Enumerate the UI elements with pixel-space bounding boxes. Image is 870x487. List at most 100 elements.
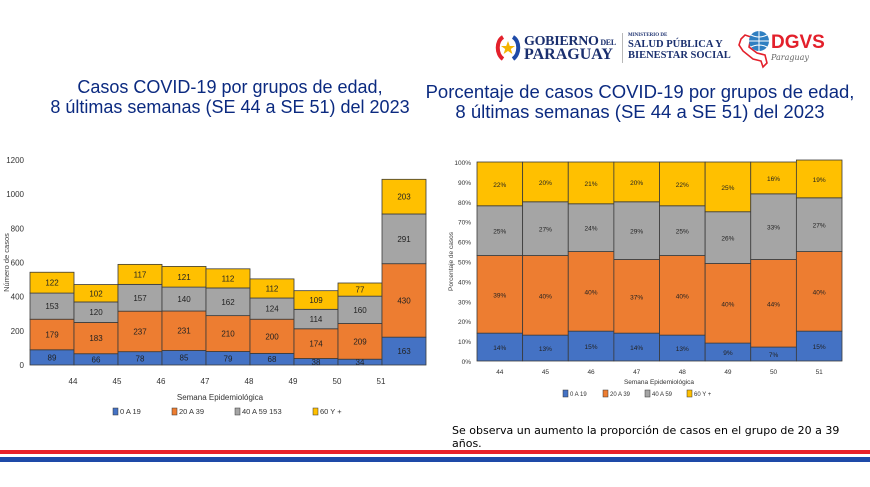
legend-swatch (112, 407, 119, 416)
data-label: 14% (630, 345, 643, 352)
bar-segment (476, 161, 524, 207)
logo-divider (622, 33, 623, 63)
data-label: 25% (676, 229, 689, 236)
bar-segment (659, 255, 706, 336)
data-label: 22% (676, 182, 689, 189)
data-label: 25% (493, 229, 506, 236)
ministerio-line2: BIENESTAR SOCIAL (628, 50, 731, 61)
y-tick-label: 1200 (6, 156, 24, 165)
data-label: 157 (133, 294, 147, 303)
data-label: 89 (48, 353, 57, 362)
bar-segment (659, 161, 706, 207)
data-label: 153 (45, 302, 59, 311)
x-tick-label: 46 (157, 377, 166, 386)
del-word: DEL (600, 38, 616, 47)
bar-segment (795, 197, 843, 252)
paraguay-emblem-icon (495, 35, 521, 61)
y-axis-label: Número de casos (2, 233, 11, 292)
data-label: 162 (221, 298, 235, 307)
data-label: 117 (134, 270, 147, 279)
data-label: 25% (721, 185, 734, 192)
bar-segment (29, 271, 75, 294)
bar-segment (29, 318, 75, 351)
x-tick-label: 48 (245, 377, 254, 386)
data-label: 40% (813, 289, 826, 296)
y-tick-label: 200 (11, 327, 25, 336)
dgvs-subtitle: Paraguay (771, 53, 809, 62)
left-title-line1: Casos COVID-19 por grupos de edad, (77, 77, 383, 97)
data-label: 140 (177, 295, 191, 304)
legend-label: 60 Y + (694, 392, 712, 398)
x-tick-label: 49 (289, 377, 298, 386)
percent-stacked-bar-chart: 0% 10% 20% 30% 40% 50% 60% 70% 80% 90% 100% Porcent… (448, 159, 843, 398)
bar-segment (613, 201, 660, 260)
data-label: 20% (630, 180, 643, 187)
legend-label: 20 A 39 (610, 392, 631, 398)
right-title-line1: Porcentaje de casos COVID-19 por grupos … (425, 81, 855, 102)
data-label: 24% (585, 226, 598, 233)
stripe-red (0, 450, 870, 454)
bar-segment (567, 203, 615, 252)
data-label: 231 (177, 327, 191, 336)
data-label: 109 (309, 296, 323, 305)
left-chart-title: Casos COVID-19 por grupos de edad, 8 últ… (40, 77, 420, 117)
data-label: 7% (769, 352, 779, 359)
x-tick-label: 51 (816, 369, 824, 376)
x-tick-label: 50 (333, 377, 342, 386)
data-label: 430 (397, 296, 411, 305)
right-title-line2: 8 últimas semanas (SE 44 a SE 51) del 20… (455, 101, 825, 122)
data-label: 203 (397, 193, 411, 202)
data-label: 66 (92, 355, 101, 364)
data-label: 27% (813, 223, 826, 230)
x-tick-label: 47 (201, 377, 210, 386)
bar-segment (522, 255, 569, 336)
y-tick-label: 100% (454, 160, 471, 167)
x-tick-label: 50 (770, 369, 778, 376)
legend-label: 20 A 39 (179, 407, 204, 416)
legend-swatch (602, 389, 609, 398)
data-label: 122 (45, 279, 59, 288)
x-axis-label: Semana Epidemiológica (177, 393, 264, 402)
bar-segment (381, 263, 427, 338)
y-tick-label: 0 (20, 361, 25, 370)
legend-label: 0 A 19 (120, 407, 141, 416)
data-label: 13% (539, 346, 552, 353)
data-label: 77 (356, 286, 365, 295)
stripe-blue (0, 457, 870, 462)
bar-segment (381, 336, 427, 366)
x-tick-label: 44 (496, 369, 504, 376)
data-label: 291 (397, 235, 411, 244)
ministerio-small: MINISTERIO DE (628, 33, 668, 38)
legend-label: 60 Y + (320, 407, 342, 416)
dgvs-text: DGVS (771, 32, 825, 53)
data-label: 40% (585, 289, 598, 296)
data-label: 33% (767, 225, 780, 232)
right-chart-title: Porcentaje de casos COVID-19 por grupos … (415, 82, 865, 122)
cases-stacked-bar-chart: 0 200 400 600 800 1000 1200 Número de casos 89 17… (2, 156, 427, 416)
bar-segment (205, 268, 251, 289)
bar-segment (795, 251, 843, 332)
gobierno-paraguay-logo: GOBIERNO DEL PARAGUAY (494, 32, 629, 64)
bar-segment (381, 178, 427, 215)
y-tick-label: 90% (458, 180, 471, 187)
y-tick-label: 40% (458, 279, 471, 286)
legend-swatch (644, 389, 651, 398)
data-label: 39% (493, 292, 506, 299)
y-tick-label: 800 (11, 224, 25, 233)
x-axis-label: Semana Epidemiológica (624, 379, 694, 386)
legend-label: 40 A 59 153 (242, 407, 282, 416)
y-tick-label: 0% (462, 359, 472, 366)
y-tick-label: 1000 (6, 190, 24, 199)
legend-label: 40 A 59 (652, 392, 673, 398)
data-label: 85 (180, 354, 189, 363)
ministerio-line1: SALUD PÚBLICA Y (628, 39, 723, 50)
bar-segment (29, 292, 75, 320)
bar-segment (613, 161, 660, 203)
y-tick-label: 30% (458, 299, 471, 306)
data-label: 9% (723, 350, 733, 357)
data-label: 37% (630, 294, 643, 301)
data-label: 13% (676, 346, 689, 353)
data-label: 174 (309, 340, 323, 349)
data-label: 26% (721, 236, 734, 243)
data-label: 112 (222, 274, 235, 283)
